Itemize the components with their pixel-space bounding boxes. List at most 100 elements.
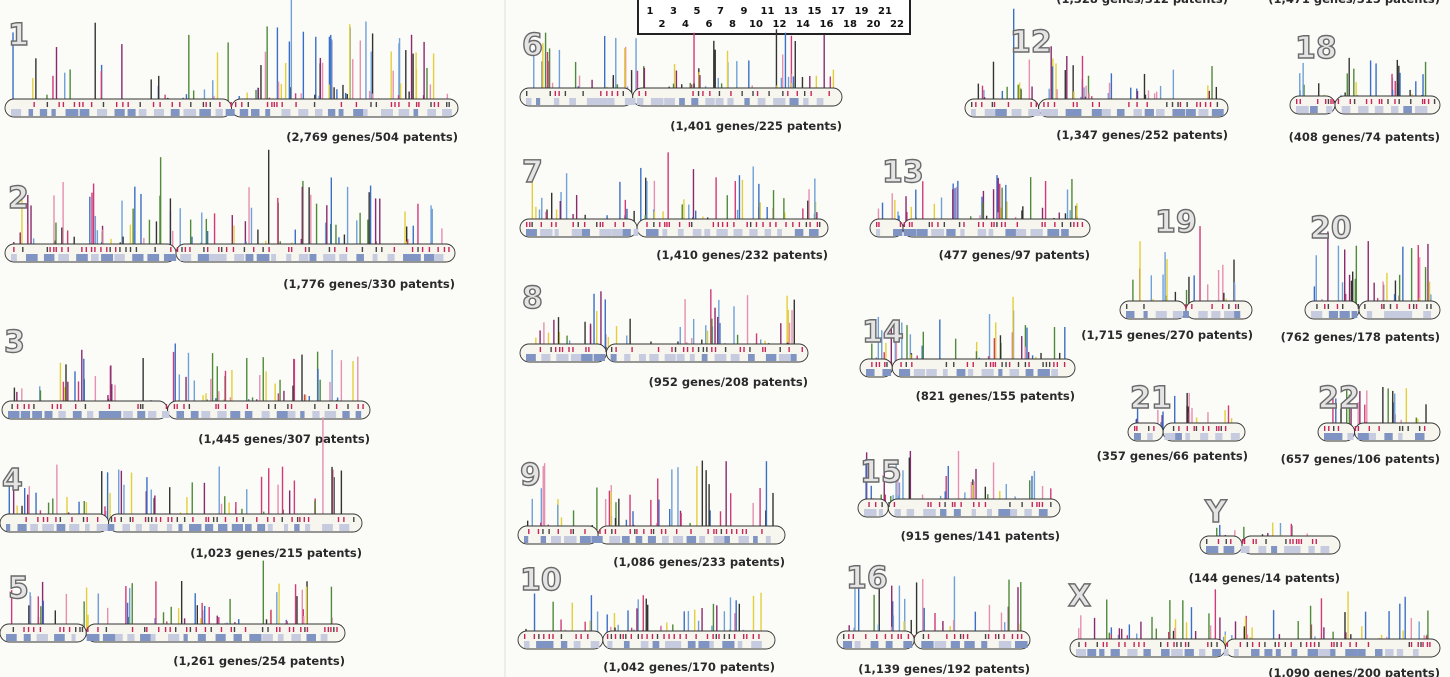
band	[795, 229, 804, 236]
gene-tick	[724, 634, 725, 639]
gene-tick	[205, 627, 206, 632]
gene-tick	[1418, 642, 1419, 647]
chromosome-label: 5	[8, 571, 29, 606]
gene-tick	[130, 247, 131, 252]
gene-tick	[524, 634, 525, 639]
gene-tick	[615, 347, 616, 352]
band	[1403, 106, 1412, 113]
band	[751, 641, 762, 648]
gene-tick	[611, 529, 612, 534]
band	[1395, 311, 1408, 318]
gene-tick	[930, 502, 931, 507]
gene-tick	[756, 222, 757, 227]
band	[716, 98, 724, 105]
band	[591, 641, 600, 648]
band	[1111, 649, 1120, 656]
band	[777, 229, 782, 236]
gene-tick	[132, 517, 133, 522]
band	[733, 229, 742, 236]
gene-tick	[140, 404, 141, 409]
gene-tick	[55, 517, 56, 522]
band	[677, 354, 685, 361]
band	[1224, 649, 1229, 656]
gene-tick	[140, 102, 141, 107]
gene-tick	[712, 634, 713, 639]
gene-tick	[153, 102, 154, 107]
gene-tick	[1394, 99, 1395, 104]
gene-tick	[973, 362, 974, 367]
gene-tick	[602, 222, 603, 227]
band	[32, 411, 42, 418]
gene-tick	[1133, 642, 1134, 647]
band	[758, 98, 766, 105]
chromosome-caption: (762 genes/178 patents)	[1281, 330, 1440, 344]
chromosome-caption: (1,086 genes/233 patents)	[613, 555, 785, 569]
chromosome-label: 9	[520, 458, 541, 493]
gene-tick	[137, 404, 138, 409]
band	[698, 641, 709, 648]
band	[127, 634, 134, 641]
band	[724, 536, 730, 543]
band	[1294, 546, 1300, 553]
chromosome-label: 22	[1318, 381, 1360, 416]
gene-tick	[22, 247, 23, 252]
band	[342, 411, 349, 418]
gene-tick	[876, 634, 877, 639]
gene-tick	[1073, 102, 1074, 107]
band	[305, 524, 310, 531]
gene-tick	[959, 222, 960, 227]
gene-tick	[1044, 222, 1045, 227]
gene-tick	[923, 634, 924, 639]
gene-tick	[1136, 102, 1137, 107]
gene-tick	[605, 529, 606, 534]
gene-tick	[1292, 539, 1293, 544]
gene-tick	[418, 102, 419, 107]
band	[1172, 109, 1185, 116]
gene-tick	[245, 627, 246, 632]
legend-number: 1	[647, 6, 654, 17]
gene-tick	[205, 102, 206, 107]
gene-tick	[703, 347, 704, 352]
chromosome-label: 15	[860, 455, 902, 490]
gene-tick	[731, 529, 732, 534]
gene-tick	[526, 222, 527, 227]
band	[995, 109, 1006, 116]
band	[162, 411, 169, 418]
band	[246, 254, 254, 261]
gene-tick	[1349, 642, 1350, 647]
band	[636, 536, 643, 543]
gene-tick	[1324, 426, 1325, 431]
band	[648, 536, 656, 543]
band	[699, 536, 705, 543]
gene-tick	[106, 627, 107, 632]
legend-number: 15	[808, 6, 822, 17]
gene-tick	[995, 362, 996, 367]
gene-tick	[1222, 304, 1223, 309]
band	[882, 369, 891, 376]
gene-tick	[216, 517, 217, 522]
gene-tick	[87, 627, 88, 632]
band	[609, 536, 620, 543]
gene-tick	[543, 634, 544, 639]
gene-tick	[94, 247, 95, 252]
band	[679, 98, 685, 105]
gene-tick	[68, 247, 69, 252]
band	[209, 254, 221, 261]
band	[1061, 229, 1069, 236]
gene-tick	[271, 102, 272, 107]
gene-tick	[664, 222, 665, 227]
gene-tick	[898, 634, 899, 639]
band	[294, 524, 299, 531]
band	[85, 524, 90, 531]
chromosome-caption: (1,347 genes/252 patents)	[1056, 128, 1228, 142]
gene-tick	[541, 222, 542, 227]
gene-tick	[37, 517, 38, 522]
band	[899, 369, 910, 376]
gene-tick	[1203, 426, 1204, 431]
band	[257, 524, 265, 531]
gene-tick	[1041, 222, 1042, 227]
gene-tick	[59, 627, 60, 632]
gene-tick	[988, 634, 989, 639]
gene-tick	[1001, 222, 1002, 227]
gene-tick	[716, 634, 717, 639]
